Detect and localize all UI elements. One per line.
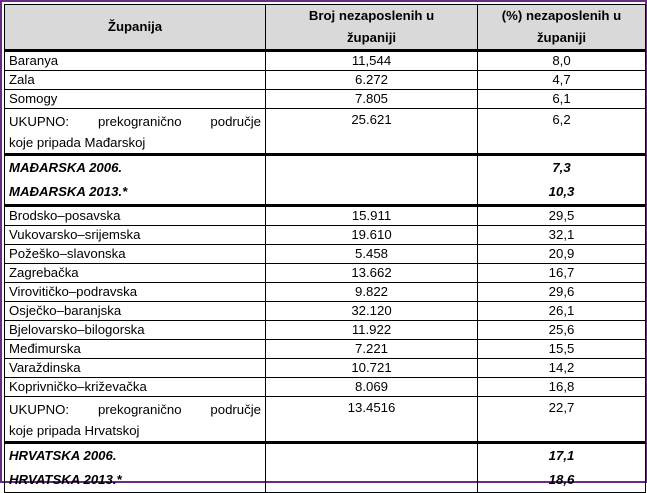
table-row: Vukovarsko–srijemska 19.610 32,1 bbox=[4, 225, 646, 245]
county-pct: 20,9 bbox=[477, 244, 646, 264]
table-row: Požeško–slavonska 5.458 20,9 bbox=[4, 244, 646, 264]
county-name: Zagrebačka bbox=[4, 263, 266, 283]
table-row: Virovitičko–podravska 9.822 29,6 bbox=[4, 282, 646, 302]
county-count: 11.922 bbox=[265, 320, 478, 340]
hr-total-count: 13.4516 bbox=[265, 396, 478, 444]
header-unemployed-pct: (%) nezaposlenih u županiji bbox=[477, 4, 646, 51]
county-count: 13.662 bbox=[265, 263, 478, 283]
county-count: 32.120 bbox=[265, 301, 478, 321]
hr-country-2013: HRVATSKA 2013.* bbox=[9, 472, 122, 487]
header-count-line2: županiji bbox=[346, 30, 397, 45]
hu-total-label: UKUPNO: prekogranično područje koje prip… bbox=[4, 108, 266, 156]
county-count: 7.221 bbox=[265, 339, 478, 359]
hu-total-line1: UKUPNO: prekogranično područje bbox=[9, 114, 261, 129]
county-pct: 16,8 bbox=[477, 377, 646, 397]
hu-country-label: MAĐARSKA 2006. MAĐARSKA 2013.* bbox=[4, 154, 266, 207]
county-pct: 26,1 bbox=[477, 301, 646, 321]
table-row: Bjelovarsko–bilogorska 11.922 25,6 bbox=[4, 320, 646, 340]
hu-country-pct-2006: 7,3 bbox=[552, 160, 571, 175]
table-row: Zala 6.272 4,7 bbox=[4, 70, 646, 90]
header-row: Županija Broj nezaposlenih u županiji (%… bbox=[4, 4, 646, 51]
table-row: Koprivničko–križevačka 8.069 16,8 bbox=[4, 377, 646, 397]
hu-total-pct: 6,2 bbox=[477, 108, 646, 156]
header-county: Županija bbox=[4, 4, 266, 51]
hu-country-pct-2013: 10,3 bbox=[548, 184, 575, 199]
county-name: Osječko–baranjska bbox=[4, 301, 266, 321]
county-count: 9.822 bbox=[265, 282, 478, 302]
hr-country-pct-2013: 18,6 bbox=[548, 472, 575, 487]
header-pct-line1: (%) nezaposlenih u bbox=[501, 8, 622, 23]
hr-total-pct: 22,7 bbox=[477, 396, 646, 444]
county-count: 19.610 bbox=[265, 225, 478, 245]
hu-country-2013: MAĐARSKA 2013.* bbox=[9, 184, 128, 199]
table-row: Somogy 7.805 6,1 bbox=[4, 89, 646, 109]
county-pct: 25,6 bbox=[477, 320, 646, 340]
hu-country-2006: MAĐARSKA 2006. bbox=[9, 160, 123, 175]
hr-total-line2: koje pripada Hrvatskoj bbox=[9, 423, 140, 438]
header-unemployed-count: Broj nezaposlenih u županiji bbox=[265, 4, 478, 51]
hu-total-row: UKUPNO: prekogranično područje koje prip… bbox=[4, 108, 646, 156]
hu-country-count bbox=[265, 154, 478, 207]
hr-total-line1: UKUPNO: prekogranično područje bbox=[9, 402, 261, 417]
hu-country-row: MAĐARSKA 2006. MAĐARSKA 2013.* 7,3 10,3 bbox=[4, 154, 646, 207]
county-name: Brodsko–posavska bbox=[4, 205, 266, 226]
county-name: Požeško–slavonska bbox=[4, 244, 266, 264]
table-row: Zagrebačka 13.662 16,7 bbox=[4, 263, 646, 283]
county-name: Varaždinska bbox=[4, 358, 266, 378]
county-name: Zala bbox=[4, 70, 266, 90]
county-pct: 6,1 bbox=[477, 89, 646, 109]
hr-country-count bbox=[265, 442, 478, 493]
hr-country-label: HRVATSKA 2006. HRVATSKA 2013.* bbox=[4, 442, 266, 493]
hu-country-pct: 7,3 10,3 bbox=[477, 154, 646, 207]
county-count: 6.272 bbox=[265, 70, 478, 90]
hr-country-2006: HRVATSKA 2006. bbox=[9, 448, 117, 463]
header-pct-line2: županiji bbox=[536, 30, 587, 45]
county-pct: 29,5 bbox=[477, 205, 646, 226]
hu-total-count: 25.621 bbox=[265, 108, 478, 156]
unemployment-table: Županija Broj nezaposlenih u županiji (%… bbox=[4, 4, 646, 493]
header-count-line1: Broj nezaposlenih u bbox=[308, 8, 435, 23]
county-count: 11,544 bbox=[265, 50, 478, 71]
county-name: Baranya bbox=[4, 50, 266, 71]
county-pct: 16,7 bbox=[477, 263, 646, 283]
table-row: Međimurska 7.221 15,5 bbox=[4, 339, 646, 359]
county-count: 10.721 bbox=[265, 358, 478, 378]
county-count: 8.069 bbox=[265, 377, 478, 397]
hr-total-row: UKUPNO: prekogranično područje koje prip… bbox=[4, 396, 646, 444]
hr-country-row: HRVATSKA 2006. HRVATSKA 2013.* 17,1 18,6 bbox=[4, 442, 646, 493]
county-name: Vukovarsko–srijemska bbox=[4, 225, 266, 245]
hr-country-pct-2006: 17,1 bbox=[548, 448, 575, 463]
hr-country-pct: 17,1 18,6 bbox=[477, 442, 646, 493]
table-row: Varaždinska 10.721 14,2 bbox=[4, 358, 646, 378]
county-name: Bjelovarsko–bilogorska bbox=[4, 320, 266, 340]
county-count: 5.458 bbox=[265, 244, 478, 264]
hu-total-line2: koje pripada Mađarskoj bbox=[9, 135, 146, 150]
county-pct: 29,6 bbox=[477, 282, 646, 302]
county-pct: 14,2 bbox=[477, 358, 646, 378]
table-row: Osječko–baranjska 32.120 26,1 bbox=[4, 301, 646, 321]
county-pct: 4,7 bbox=[477, 70, 646, 90]
county-count: 7.805 bbox=[265, 89, 478, 109]
county-name: Koprivničko–križevačka bbox=[4, 377, 266, 397]
county-name: Virovitičko–podravska bbox=[4, 282, 266, 302]
table-row: Baranya 11,544 8,0 bbox=[4, 50, 646, 71]
county-name: Međimurska bbox=[4, 339, 266, 359]
table-row: Brodsko–posavska 15.911 29,5 bbox=[4, 205, 646, 226]
county-pct: 15,5 bbox=[477, 339, 646, 359]
county-name: Somogy bbox=[4, 89, 266, 109]
county-pct: 8,0 bbox=[477, 50, 646, 71]
county-pct: 32,1 bbox=[477, 225, 646, 245]
county-count: 15.911 bbox=[265, 205, 478, 226]
hr-total-label: UKUPNO: prekogranično područje koje prip… bbox=[4, 396, 266, 444]
